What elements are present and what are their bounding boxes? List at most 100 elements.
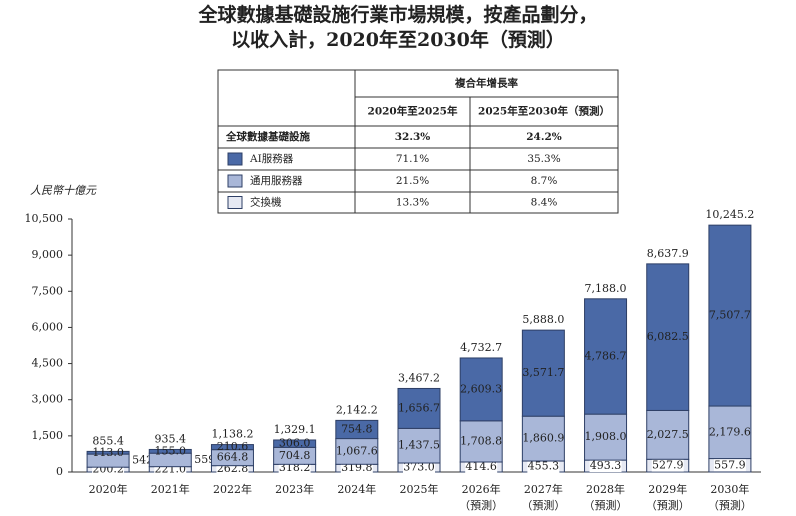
x-tick-label: 2029年 (648, 482, 687, 496)
value-label: 493.3 (590, 459, 622, 472)
bar-segment (397, 387, 441, 429)
value-label: 1,437.5 (398, 439, 440, 452)
bar-segment (335, 438, 379, 465)
bar-segment (584, 298, 628, 415)
bar-segment (646, 409, 690, 460)
legend-label: 交換機 (250, 196, 282, 209)
bar-segment (335, 419, 379, 440)
total-label: 2,142.2 (336, 403, 378, 416)
total-label: 1,138.2 (211, 428, 253, 441)
table-cell: 71.1% (396, 153, 429, 165)
x-tick-label: 2020年 (89, 482, 128, 496)
x-tick-label: 2023年 (275, 482, 314, 496)
bar-segment (459, 420, 503, 463)
y-axis-label: 人民幣十億元 (30, 184, 97, 197)
value-label: 1,656.7 (398, 401, 440, 414)
label-box (403, 461, 435, 474)
value-label: 7,507.7 (709, 309, 751, 322)
table-column-header: 2025年至2030年（預測） (478, 105, 610, 118)
x-tick-sublabel: （預測） (708, 498, 752, 512)
chart-title: 以收入計，2020年至2030年（預測） (231, 28, 565, 51)
x-tick-sublabel: （預測） (646, 498, 690, 512)
label-box (278, 462, 311, 475)
x-tick-label: 2030年 (710, 482, 749, 496)
value-label: 1,908.0 (585, 430, 627, 443)
label-box (527, 460, 560, 473)
y-tick-label: 4,500 (32, 357, 64, 370)
label-box (340, 462, 373, 475)
bar-segment (210, 444, 254, 451)
total-label: 855.4 (92, 434, 124, 447)
value-label: 1,067.6 (336, 444, 378, 457)
table-row-label: 全球數據基礎設施 (225, 130, 310, 143)
bar-segment (708, 224, 752, 407)
x-tick-label: 2026年 (462, 482, 501, 496)
value-label: 557.9 (714, 458, 746, 471)
value-label: 1,708.8 (460, 434, 502, 447)
bar-segment (646, 263, 690, 411)
total-label: 1,329.1 (274, 423, 316, 436)
table-title: 複合年增長率 (454, 77, 518, 90)
label-box (713, 459, 746, 472)
bar-segment (148, 448, 192, 454)
x-tick-label: 2025年 (400, 482, 439, 496)
x-tick-label: 2028年 (586, 482, 625, 496)
x-tick-sublabel: （預測） (521, 498, 565, 512)
label-box (589, 460, 622, 473)
table-frame (217, 69, 619, 214)
y-tick-label: 0 (56, 465, 63, 478)
value-label: 2,179.6 (709, 425, 751, 438)
table-cell: 24.2% (526, 131, 562, 143)
bar-segment (521, 329, 565, 417)
value-label: 4,786.7 (585, 349, 627, 362)
value-label: 754.8 (341, 422, 373, 435)
legend-label: AI服務器 (249, 152, 294, 165)
y-tick-label: 9,000 (32, 248, 64, 261)
bar-segment (86, 450, 130, 455)
y-tick-label: 6,000 (32, 320, 64, 333)
table-cell: 21.5% (396, 175, 429, 187)
legend-swatch (227, 152, 243, 166)
bar-segment (584, 413, 628, 461)
total-label: 7,188.0 (585, 282, 627, 295)
total-label: 8,637.9 (647, 247, 689, 260)
x-tick-label: 2021年 (151, 482, 190, 496)
y-tick-label: 10,500 (25, 212, 64, 225)
table-cell: 8.7% (531, 175, 558, 187)
x-tick-sublabel: （預測） (459, 498, 503, 512)
total-label: 5,888.0 (522, 313, 564, 326)
value-label: 2,027.5 (647, 428, 689, 441)
total-label: 3,467.2 (398, 371, 440, 384)
value-label: 113.0 (92, 446, 124, 459)
y-tick-label: 1,500 (32, 429, 64, 442)
legend-swatch (227, 196, 243, 209)
value-label: 704.8 (279, 449, 311, 462)
x-tick-sublabel: （預測） (584, 498, 628, 512)
value-label: 155.0 (155, 444, 187, 457)
value-label: 2,609.3 (460, 382, 502, 395)
value-label: 210.6 (217, 440, 249, 453)
y-tick-label: 7,500 (32, 284, 64, 297)
value-label: 373.0 (403, 461, 435, 474)
table-cell: 13.3% (396, 197, 429, 209)
total-label: 10,245.2 (705, 208, 754, 221)
total-label: 4,732.7 (460, 341, 502, 354)
bar-segment (273, 439, 317, 448)
x-tick-label: 2022年 (213, 482, 252, 496)
value-label: 455.3 (528, 460, 560, 473)
chart-title: 全球數據基礎設施行業市場規模，按產品劃分， (197, 3, 597, 26)
table-cell: 35.3% (527, 153, 560, 165)
table-column-header: 2020年至2025年 (368, 105, 458, 118)
value-label: 664.8 (217, 451, 249, 464)
table-cell: 8.4% (531, 197, 558, 209)
label-box (465, 461, 498, 474)
label-box (651, 459, 684, 472)
bar-segment (459, 357, 503, 422)
value-label: 6,082.5 (647, 330, 689, 343)
value-label: 1,860.9 (522, 432, 564, 445)
x-tick-label: 2024年 (337, 482, 376, 496)
bar-segment (397, 427, 441, 464)
y-tick-label: 3,000 (32, 393, 64, 406)
total-label: 935.4 (155, 432, 187, 445)
